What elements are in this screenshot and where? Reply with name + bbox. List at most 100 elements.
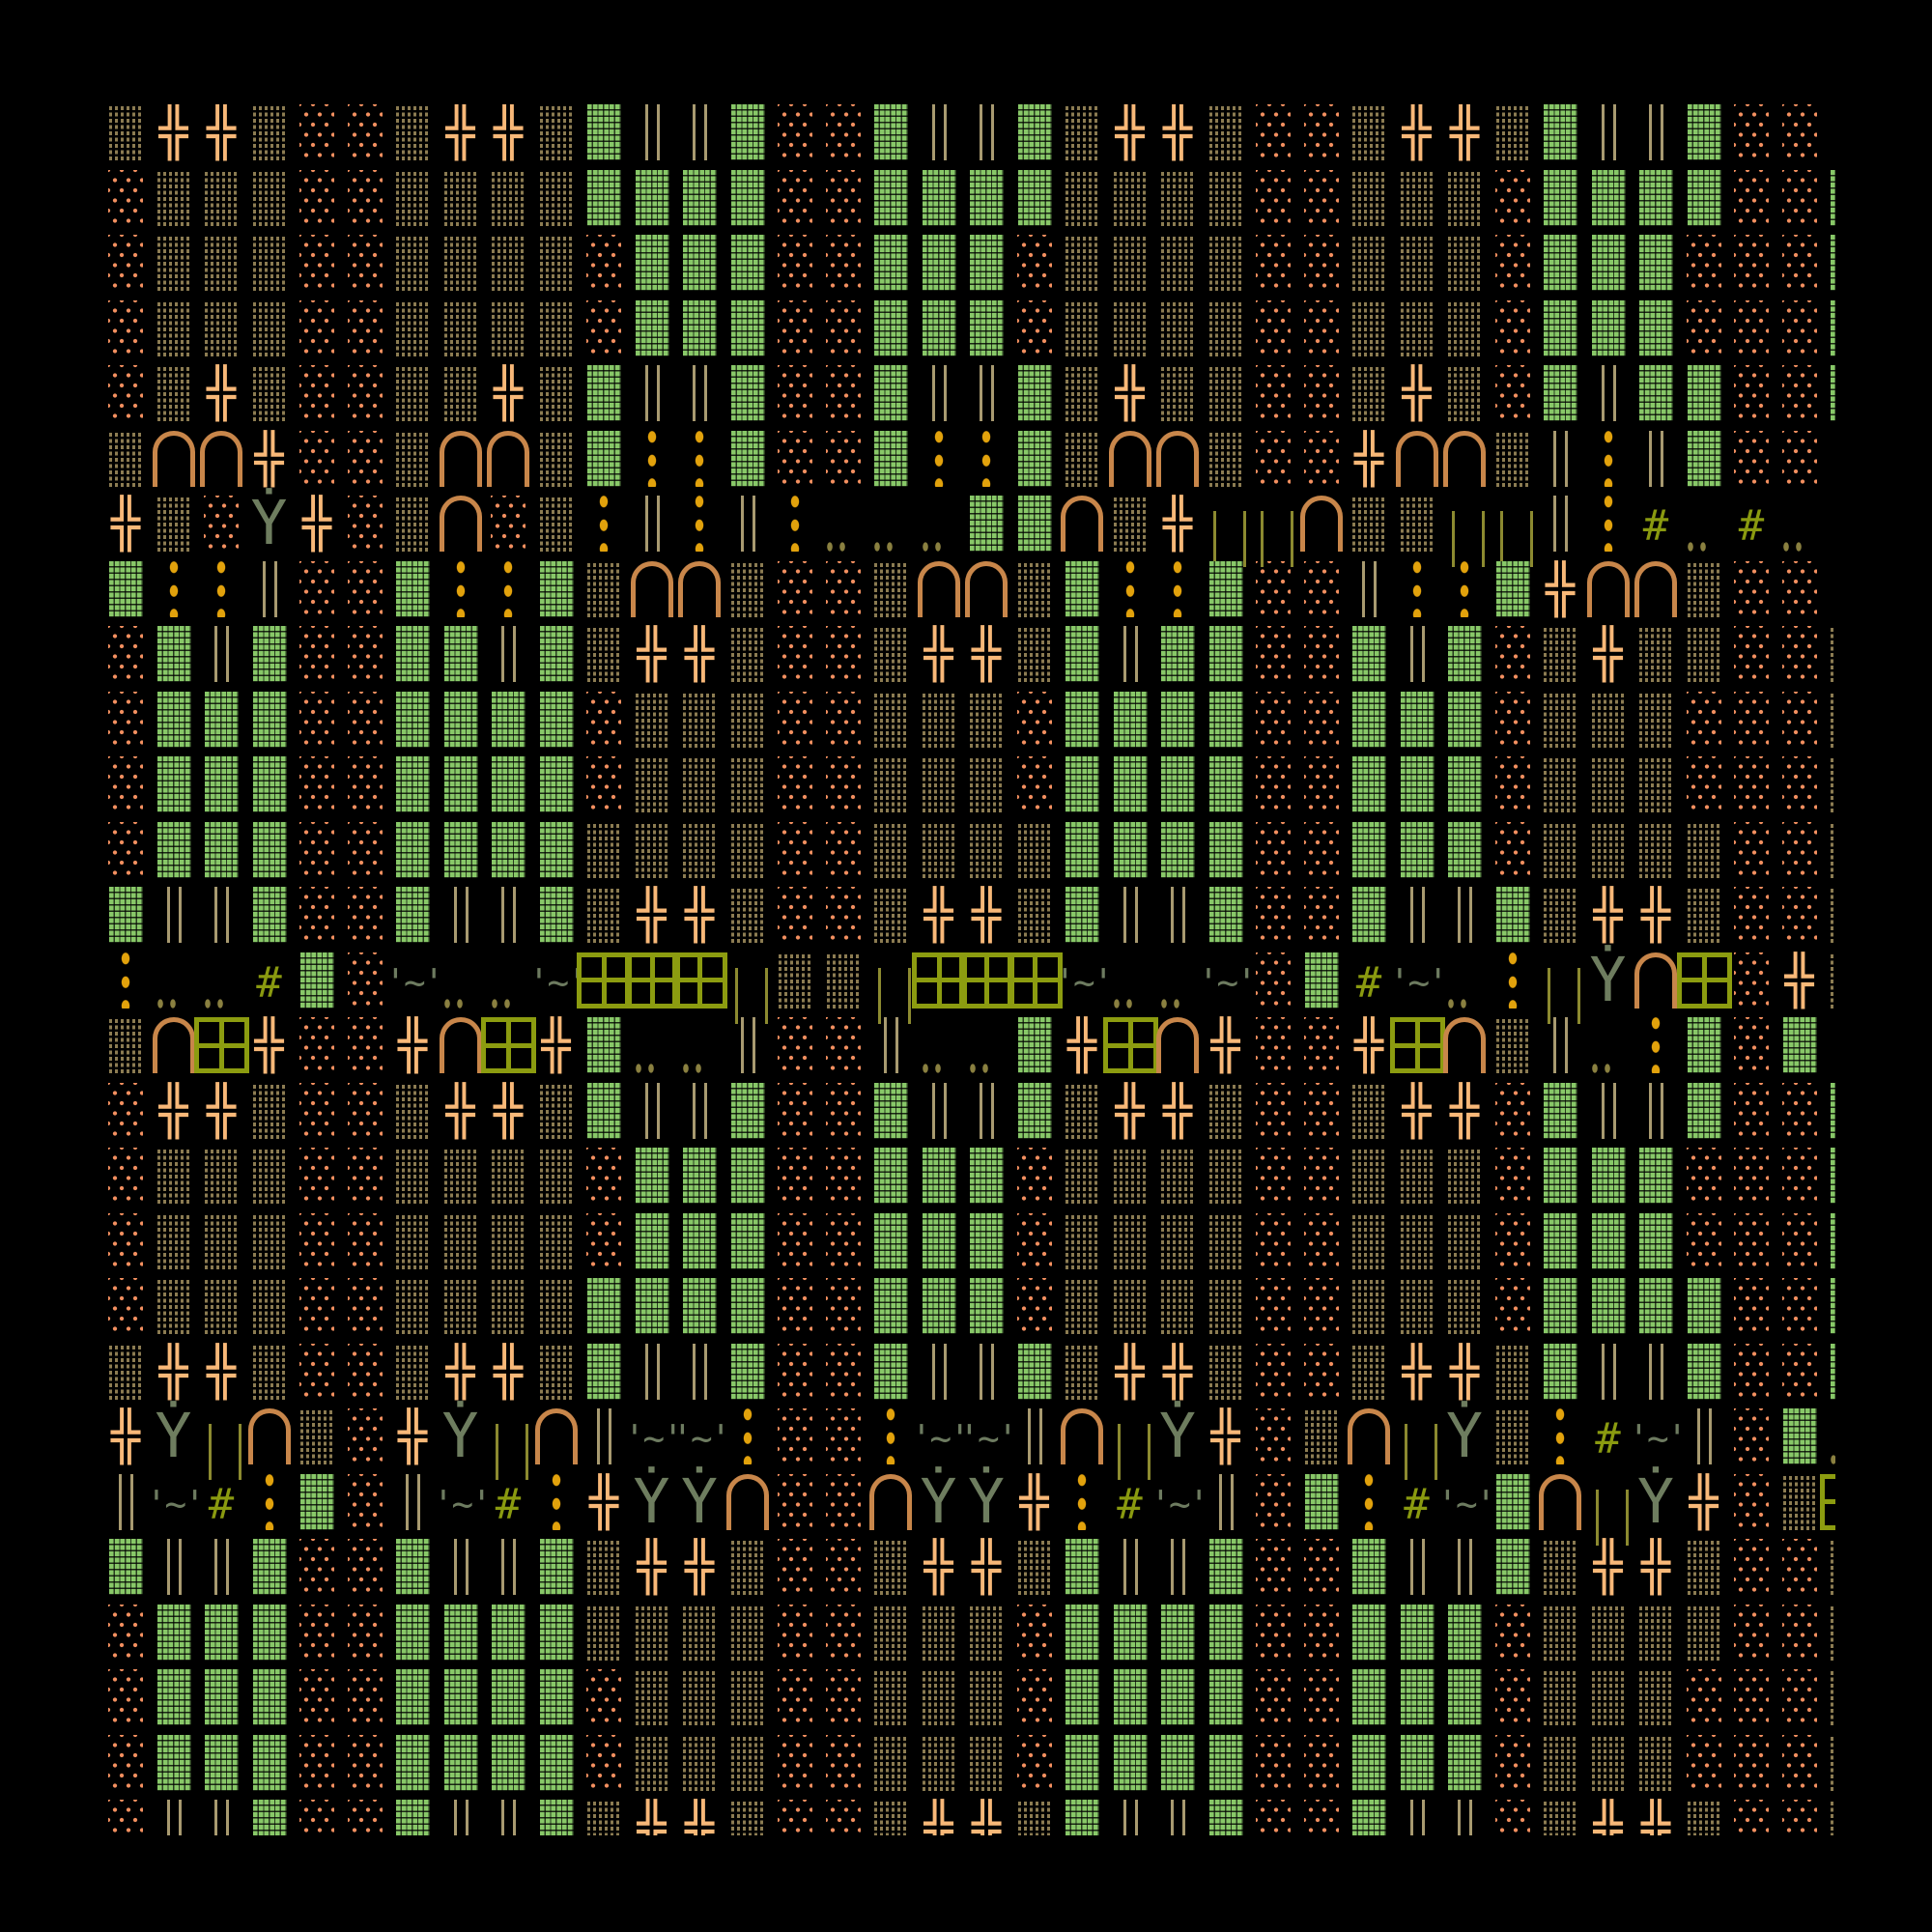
pebbles-icon [1686, 496, 1721, 552]
grass-block-icon [109, 1539, 143, 1595]
grass-block-icon [1208, 887, 1243, 943]
tile-dark-rubble-floor [539, 300, 587, 366]
tile-grass-block [539, 626, 587, 692]
tile-sand-floor [1781, 626, 1831, 692]
tile-sand-floor [1303, 1148, 1352, 1213]
sand-floor-icon [778, 887, 812, 943]
tile-sand-floor [1781, 691, 1831, 757]
tile-grass-block [873, 1278, 922, 1344]
tile-sand-floor [108, 1148, 156, 1213]
tile-dark-rubble-floor [969, 1735, 1017, 1801]
tile-grass-block [108, 1539, 156, 1605]
tile-grass-block [969, 299, 1017, 366]
tile-sand-floor [1494, 1604, 1544, 1670]
dark-rubble-floor-icon [1208, 1084, 1243, 1139]
tile-grass-block [443, 821, 492, 888]
grass-block-icon [1639, 299, 1673, 356]
tile-dark-rubble-floor [873, 1800, 922, 1835]
tile-dark-rubble-floor [1591, 1605, 1639, 1670]
tile-dark-rubble-floor [1638, 1735, 1687, 1801]
water-ripple-icon: '~' [957, 1417, 1019, 1460]
gold-dots-icon [108, 952, 143, 1009]
dark-rubble-floor-icon [1639, 758, 1673, 812]
tile-double-cross-wall: ╬ [635, 887, 683, 952]
tile-dark-rubble-floor [1543, 692, 1591, 757]
tile-sand-floor [347, 1278, 396, 1344]
tile-sand-floor [1734, 169, 1782, 236]
dark-rubble-floor-icon [587, 823, 621, 878]
tree-icon: Ẏ [633, 1465, 670, 1537]
double-pillar-icon [1113, 1800, 1148, 1835]
tile-dark-rubble-floor [730, 1735, 779, 1801]
sand-floor-icon [299, 560, 334, 617]
grass-block-icon [1065, 1669, 1099, 1725]
tile-fence-posts [1495, 496, 1544, 567]
dark-rubble-floor-icon [1831, 693, 1835, 748]
grass-block-icon [1017, 365, 1052, 421]
sand-floor-icon [1303, 1148, 1339, 1204]
grass-block-icon [1161, 691, 1195, 748]
tile-dark-rubble-floor [1638, 626, 1687, 692]
tile-tree: Ẏ [1590, 950, 1639, 1018]
tile-dark-rubble-floor [1543, 756, 1591, 822]
sand-floor-icon [778, 1408, 812, 1464]
tile-sand-floor [1781, 1212, 1831, 1279]
tile-dark-rubble-floor [252, 235, 300, 300]
dark-rubble-floor-icon [1400, 1280, 1435, 1334]
grass-block-icon [252, 1669, 287, 1725]
tile-double-pillar [1638, 1082, 1687, 1149]
tile-dark-rubble-floor [395, 1148, 443, 1213]
grass-block-icon [1400, 756, 1435, 812]
tile-grass-block [204, 756, 252, 822]
sand-floor-icon [347, 1212, 383, 1269]
grass-block-icon [1065, 1734, 1099, 1791]
tile-hash-grate: # [1638, 496, 1687, 561]
tile-dark-rubble-floor [252, 300, 300, 366]
tile-double-cross-wall: ╬ [204, 1344, 252, 1409]
grass-block-icon [1017, 496, 1052, 552]
dark-rubble-floor-icon [587, 889, 621, 943]
fence-posts-icon [1113, 1408, 1151, 1480]
dark-rubble-floor-icon [1448, 171, 1482, 226]
tile-double-cross-wall: ╬ [395, 1408, 443, 1474]
tile-double-pillar [586, 1408, 635, 1474]
tile-sand-floor [1494, 1082, 1544, 1149]
tile-sand-floor [299, 1734, 348, 1801]
sand-floor-icon [1303, 1800, 1339, 1835]
sand-floor-icon [299, 1148, 334, 1204]
tile-void [1830, 431, 1835, 497]
dark-rubble-floor-icon [205, 301, 239, 356]
tile-sand-floor [1303, 299, 1352, 366]
sand-floor-icon [299, 1734, 334, 1791]
tile-sand-floor [299, 1017, 348, 1083]
tile-grass-block [1687, 104, 1735, 170]
tile-dark-rubble-floor [1113, 1148, 1161, 1213]
sand-floor-icon [825, 1669, 861, 1725]
tile-sand-floor [1781, 430, 1831, 497]
tile-gold-dots [1065, 1473, 1113, 1540]
dark-rubble-floor-icon [1113, 497, 1148, 552]
dark-rubble-floor-icon [252, 1150, 287, 1204]
tile-dark-rubble-floor [635, 692, 683, 757]
grass-block-icon [1687, 1017, 1721, 1073]
tile-dark-rubble-floor [443, 1148, 492, 1213]
sand-floor-icon [1494, 1800, 1530, 1835]
tile-grass-block [252, 1800, 300, 1835]
tile-double-pillar [682, 1082, 730, 1149]
double-pillar-icon [586, 1408, 621, 1464]
tile-sand-floor [1734, 756, 1782, 822]
tile-dark-rubble-floor [1208, 431, 1257, 497]
tile-dark-rubble-floor [1160, 1278, 1208, 1344]
dark-rubble-floor-icon [156, 1214, 191, 1269]
tile-water-ripple: '~' [1054, 952, 1115, 1018]
double-cross-wall-icon: ╬ [1593, 626, 1623, 682]
gold-dots-icon [969, 430, 1004, 487]
tile-grass-block [922, 235, 970, 300]
tile-double-cross-wall: ╬ [1782, 952, 1831, 1018]
tile-dark-rubble-floor [586, 887, 635, 952]
double-pillar-icon [1017, 1408, 1052, 1464]
gold-dots-icon [1590, 496, 1626, 552]
dark-rubble-floor-icon [1400, 237, 1435, 291]
tile-sand-floor [1256, 560, 1304, 627]
dark-rubble-floor-icon [443, 237, 478, 291]
